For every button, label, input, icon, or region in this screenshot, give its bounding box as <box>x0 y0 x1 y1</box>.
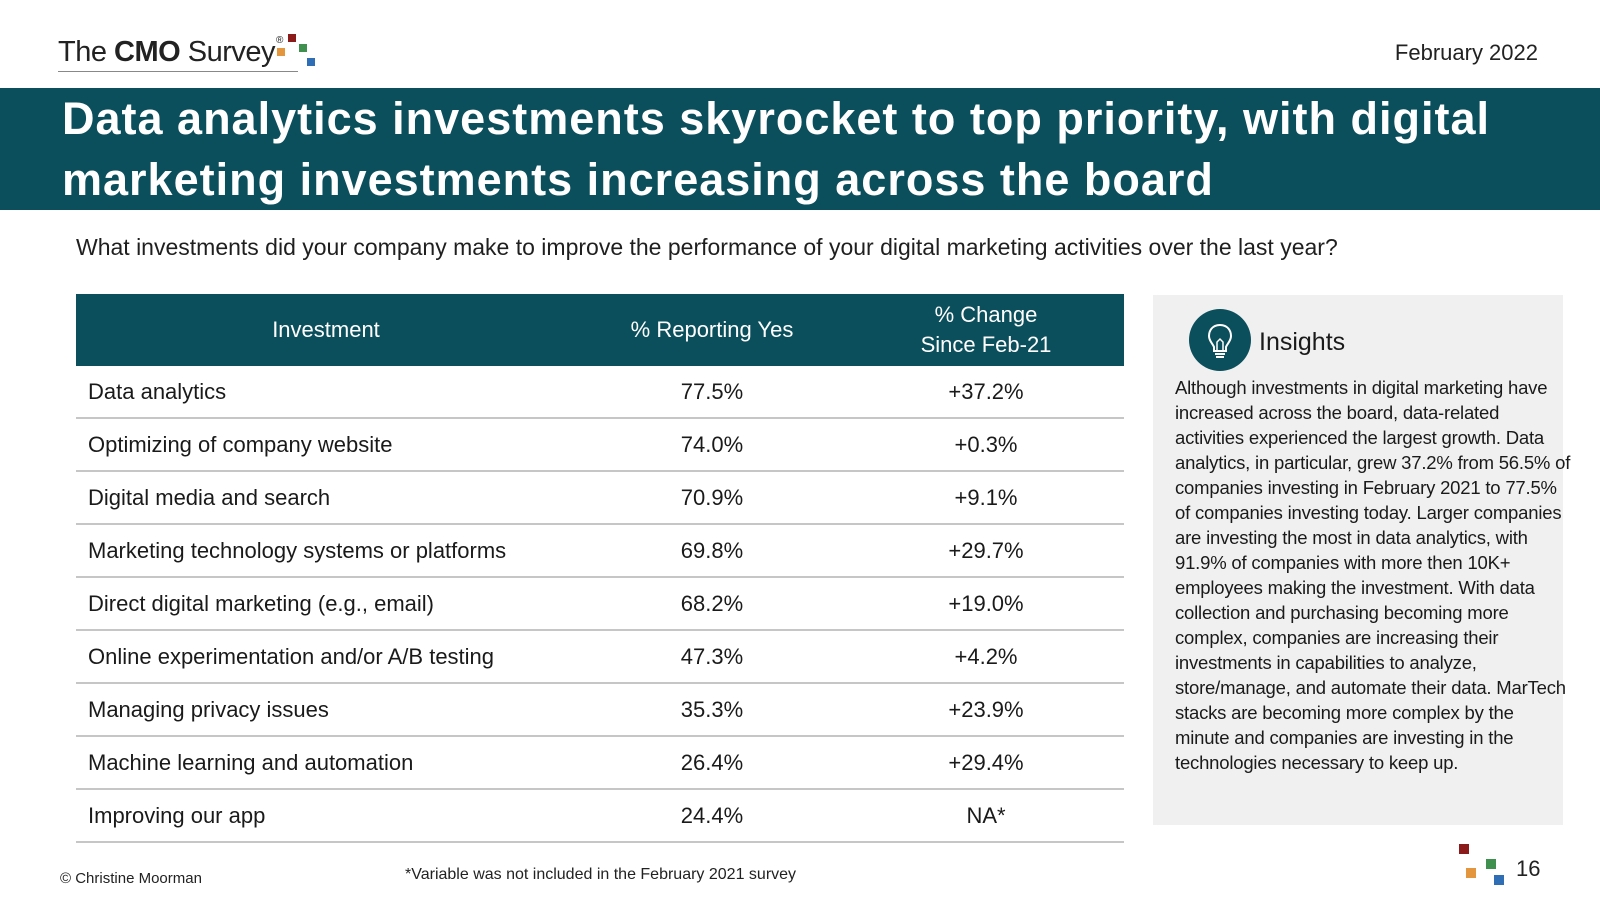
investment-cell: Direct digital marketing (e.g., email) <box>76 577 576 631</box>
change-cell: +19.0% <box>848 577 1124 631</box>
reporting-cell: 24.4% <box>576 789 848 843</box>
investments-table: Investment % Reporting Yes % Change Sinc… <box>76 294 1124 843</box>
reporting-cell: 35.3% <box>576 683 848 737</box>
header-reporting-yes: % Reporting Yes <box>576 294 848 366</box>
reporting-cell: 70.9% <box>576 471 848 525</box>
logo-dot-blue <box>306 58 315 66</box>
table-row: Optimizing of company website 74.0% +0.3… <box>76 418 1124 472</box>
insights-body: Although investments in digital marketin… <box>1175 377 1571 773</box>
investment-cell: Online experimentation and/or A/B testin… <box>76 630 576 684</box>
change-cell: +9.1% <box>848 471 1124 525</box>
logo-dot-red <box>287 34 296 42</box>
reporting-cell: 68.2% <box>576 577 848 631</box>
reporting-cell: 74.0% <box>576 418 848 472</box>
table-row: Marketing technology systems or platform… <box>76 524 1124 578</box>
table-row: Improving our app 24.4% NA* <box>76 789 1124 843</box>
change-cell: +23.9% <box>848 683 1124 737</box>
page-title: Data analytics investments skyrocket to … <box>62 93 1490 205</box>
logo-registered-mark: ® <box>276 35 283 46</box>
change-cell: +29.7% <box>848 524 1124 578</box>
header-change-line2: Since Feb-21 <box>920 332 1052 357</box>
logo-dot-orange <box>276 48 285 56</box>
header-investment: Investment <box>76 294 576 366</box>
reporting-cell: 26.4% <box>576 736 848 790</box>
footer-dot-red <box>1459 844 1469 854</box>
reporting-cell: 77.5% <box>576 366 848 419</box>
logo-dots-icon <box>276 34 325 74</box>
footer-dot-blue <box>1494 875 1504 885</box>
investment-cell: Managing privacy issues <box>76 683 576 737</box>
logo-underline <box>58 71 298 72</box>
change-cell: +4.2% <box>848 630 1124 684</box>
logo-suffix: Survey <box>180 36 276 68</box>
logo-prefix: The <box>58 36 115 68</box>
copyright: © Christine Moorman <box>60 870 202 887</box>
change-cell: +0.3% <box>848 418 1124 472</box>
survey-question: What investments did your company make t… <box>76 234 1338 260</box>
change-cell: NA* <box>848 789 1124 843</box>
reporting-cell: 47.3% <box>576 630 848 684</box>
footer-dots-icon <box>1456 844 1506 894</box>
table-row: Direct digital marketing (e.g., email) 6… <box>76 577 1124 631</box>
logo-wordmark: The CMO Survey® <box>58 34 283 70</box>
title-band: Data analytics investments skyrocket to … <box>0 88 1600 210</box>
change-cell: +37.2% <box>848 366 1124 419</box>
table-row: Managing privacy issues 35.3% +23.9% <box>76 683 1124 737</box>
footnote: *Variable was not included in the Februa… <box>405 866 797 883</box>
page-number: 16 <box>1516 856 1541 881</box>
logo-brand: CMO <box>114 36 181 68</box>
table-header-row: Investment % Reporting Yes % Change Sinc… <box>76 294 1124 366</box>
footer-dot-orange <box>1466 868 1476 878</box>
investment-cell: Digital media and search <box>76 471 576 525</box>
table-row: Machine learning and automation 26.4% +2… <box>76 736 1124 790</box>
cmo-survey-logo: The CMO Survey® <box>58 34 325 74</box>
investment-cell: Machine learning and automation <box>76 736 576 790</box>
reporting-cell: 69.8% <box>576 524 848 578</box>
insights-panel: Insights Although investments in digital… <box>1153 295 1570 825</box>
logo-dot-green <box>298 44 307 52</box>
insights-title: Insights <box>1259 328 1346 356</box>
table-row: Data analytics 77.5% +37.2% <box>76 366 1124 419</box>
header-change-line1: % Change <box>934 302 1038 327</box>
table-row: Online experimentation and/or A/B testin… <box>76 630 1124 684</box>
header-change-since: % Change Since Feb-21 <box>848 294 1124 366</box>
lightbulb-icon <box>1189 309 1251 371</box>
table-row: Digital media and search 70.9% +9.1% <box>76 471 1124 525</box>
investment-cell: Improving our app <box>76 789 576 843</box>
footer-dot-green <box>1486 859 1496 869</box>
investment-cell: Data analytics <box>76 366 576 419</box>
investment-cell: Optimizing of company website <box>76 418 576 472</box>
investment-cell: Marketing technology systems or platform… <box>76 524 576 578</box>
report-date: February 2022 <box>1394 40 1538 65</box>
change-cell: +29.4% <box>848 736 1124 790</box>
